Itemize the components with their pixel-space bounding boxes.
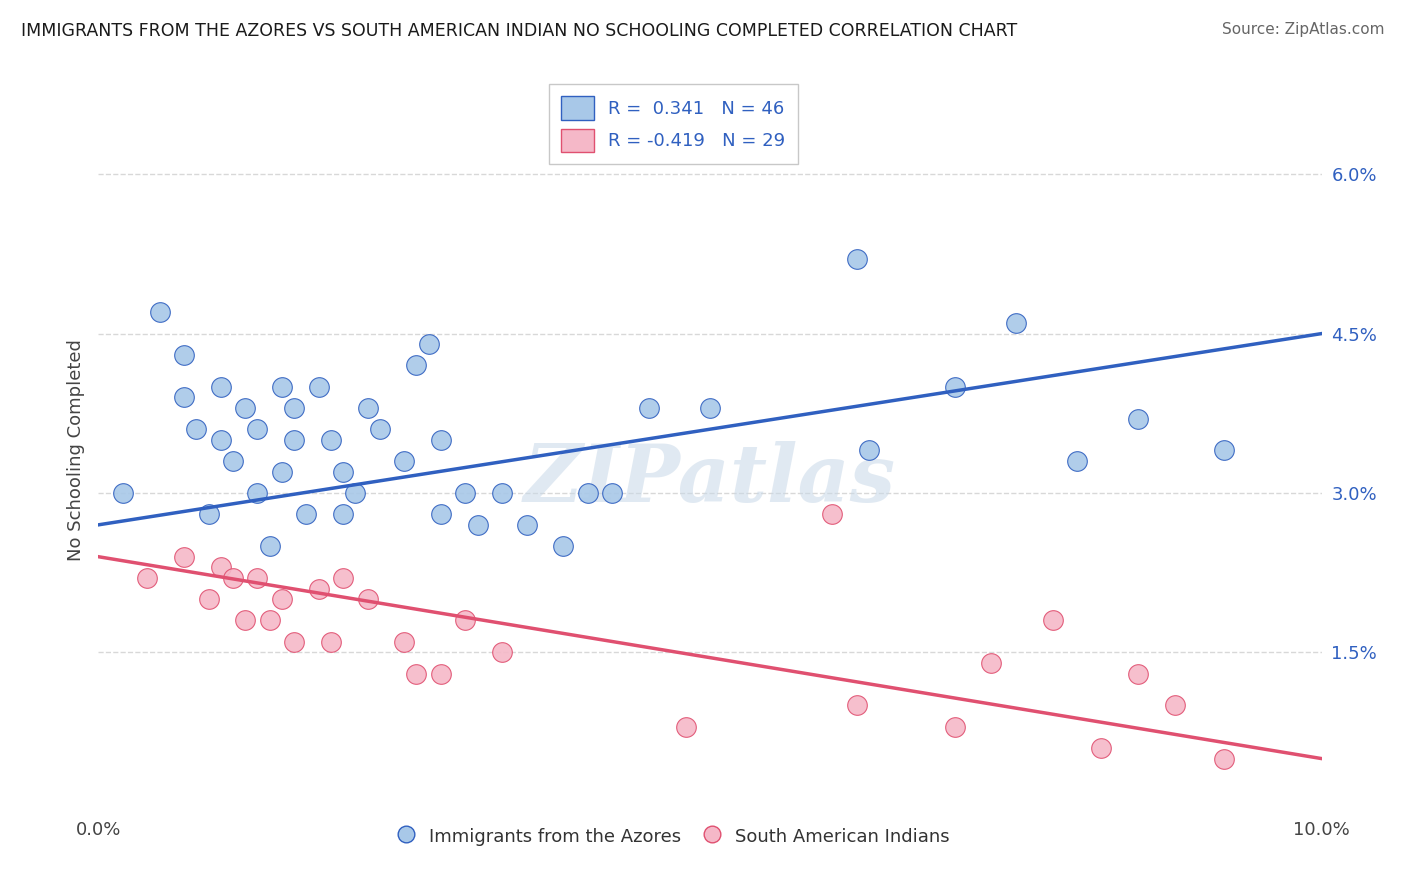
Point	[332, 507, 354, 521]
Point	[1128, 666, 1150, 681]
Point	[173, 390, 195, 404]
Point	[392, 454, 416, 468]
Point	[197, 507, 219, 521]
Point	[356, 592, 378, 607]
Y-axis label: No Schooling Completed: No Schooling Completed	[66, 340, 84, 561]
Point	[1212, 443, 1234, 458]
Point	[430, 507, 453, 521]
Point	[233, 614, 256, 628]
Point	[270, 380, 292, 394]
Point	[259, 614, 281, 628]
Point	[283, 401, 305, 415]
Point	[319, 433, 342, 447]
Point	[308, 582, 330, 596]
Point	[1042, 614, 1064, 628]
Point	[173, 348, 195, 362]
Point	[699, 401, 721, 415]
Point	[1004, 316, 1026, 330]
Point	[491, 486, 513, 500]
Point	[173, 549, 195, 564]
Point	[209, 433, 232, 447]
Point	[405, 666, 427, 681]
Legend: Immigrants from the Azores, South American Indians: Immigrants from the Azores, South Americ…	[389, 820, 957, 854]
Point	[222, 454, 245, 468]
Point	[209, 380, 232, 394]
Point	[283, 634, 305, 648]
Point	[858, 443, 880, 458]
Point	[246, 486, 269, 500]
Point	[1090, 741, 1112, 756]
Point	[332, 465, 354, 479]
Point	[149, 305, 172, 319]
Point	[430, 433, 453, 447]
Point	[576, 486, 599, 500]
Point	[186, 422, 208, 436]
Point	[233, 401, 256, 415]
Text: Source: ZipAtlas.com: Source: ZipAtlas.com	[1222, 22, 1385, 37]
Point	[845, 698, 868, 713]
Point	[943, 380, 966, 394]
Point	[259, 539, 281, 553]
Point	[111, 486, 134, 500]
Point	[332, 571, 354, 585]
Point	[368, 422, 391, 436]
Point	[553, 539, 575, 553]
Point	[270, 592, 292, 607]
Point	[1066, 454, 1088, 468]
Point	[418, 337, 440, 351]
Point	[943, 720, 966, 734]
Point	[1164, 698, 1187, 713]
Point	[405, 359, 427, 373]
Point	[295, 507, 318, 521]
Point	[197, 592, 219, 607]
Point	[821, 507, 844, 521]
Point	[675, 720, 697, 734]
Point	[467, 517, 489, 532]
Point	[491, 645, 513, 659]
Point	[283, 433, 305, 447]
Point	[246, 571, 269, 585]
Point	[600, 486, 623, 500]
Point	[430, 666, 453, 681]
Point	[516, 517, 538, 532]
Point	[319, 634, 342, 648]
Point	[637, 401, 661, 415]
Point	[222, 571, 245, 585]
Point	[1212, 751, 1234, 765]
Point	[209, 560, 232, 574]
Point	[246, 422, 269, 436]
Point	[344, 486, 367, 500]
Point	[845, 252, 868, 267]
Point	[392, 634, 416, 648]
Text: IMMIGRANTS FROM THE AZORES VS SOUTH AMERICAN INDIAN NO SCHOOLING COMPLETED CORRE: IMMIGRANTS FROM THE AZORES VS SOUTH AMER…	[21, 22, 1018, 40]
Point	[454, 486, 477, 500]
Point	[270, 465, 292, 479]
Point	[308, 380, 330, 394]
Point	[1128, 411, 1150, 425]
Point	[980, 656, 1002, 670]
Point	[356, 401, 378, 415]
Point	[136, 571, 159, 585]
Point	[454, 614, 477, 628]
Text: ZIPatlas: ZIPatlas	[524, 441, 896, 518]
